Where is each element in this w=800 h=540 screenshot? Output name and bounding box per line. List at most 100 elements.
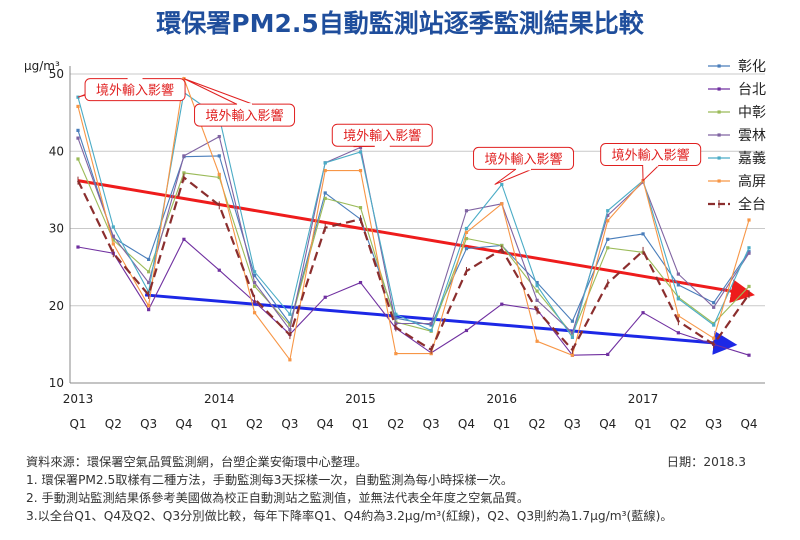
data-point <box>111 234 115 238</box>
legend-item: 台北 <box>708 82 766 98</box>
data-point <box>676 283 680 287</box>
trend-line <box>77 179 755 303</box>
legend-marker <box>717 64 721 68</box>
data-point <box>570 319 575 323</box>
data-point <box>252 270 257 274</box>
y-axis-label: μg/m³ <box>24 59 60 73</box>
data-point <box>288 358 292 362</box>
data-point <box>182 237 186 241</box>
x-tick-label: Q1 <box>493 417 510 431</box>
data-point <box>712 323 716 327</box>
date-note: 日期：2018.3 <box>666 455 746 469</box>
legend-item: 中彰 <box>708 104 766 121</box>
series-line <box>77 238 750 356</box>
data-point <box>147 304 151 308</box>
callout-text: 境外輸入影響 <box>96 83 174 99</box>
data-point <box>535 280 539 285</box>
data-point <box>182 171 186 175</box>
data-point <box>712 301 716 305</box>
data-point <box>76 245 80 249</box>
data-point <box>252 311 257 315</box>
legend-label: 彰化 <box>738 58 766 75</box>
x-tick-label: Q2 <box>246 417 263 431</box>
legend-label: 中彰 <box>738 104 766 121</box>
callout: 境外輸入影響 <box>600 143 702 182</box>
legend-marker <box>717 179 721 183</box>
x-tick-label: Q3 <box>564 417 581 431</box>
x-tick-label: Q3 <box>705 417 722 431</box>
data-point <box>323 161 327 165</box>
data-point <box>76 128 80 132</box>
data-point <box>500 302 504 306</box>
note-1: 1. 環保署PM2.5取樣有二種方法，手動監測每3天採樣一次，自動監測為每小時採… <box>26 473 514 487</box>
callout: 境外輸入影響 <box>331 123 433 148</box>
year-label: 2013 <box>63 392 94 406</box>
legend-marker <box>717 133 721 137</box>
x-tick-label: Q4 <box>317 417 334 431</box>
y-tick-label: 30 <box>49 222 64 236</box>
legend-label: 雲林 <box>738 128 766 144</box>
callout-text: 境外輸入影響 <box>485 151 563 167</box>
data-point <box>606 237 610 241</box>
y-tick-label: 10 <box>49 376 64 390</box>
data-point <box>606 219 610 223</box>
data-point <box>111 238 115 242</box>
data-point <box>464 236 469 241</box>
y-tick-label: 40 <box>49 144 64 158</box>
chart-title: 環保署PM2.5自動監測站逐季監測結果比較 <box>156 9 644 38</box>
x-tick-label: Q2 <box>105 417 122 431</box>
note-3: 3.以全台Q1、Q4及Q2、Q3分別做比較，每年下降率Q1、Q4約為3.2μg/… <box>26 509 673 523</box>
series-全台 <box>77 173 750 354</box>
data-point <box>76 157 80 161</box>
data-point <box>429 328 433 333</box>
data-point <box>676 314 680 318</box>
x-tick-label: Q2 <box>387 417 404 431</box>
data-point <box>641 311 645 315</box>
data-point <box>641 232 645 236</box>
series-line <box>77 175 750 352</box>
data-point <box>394 312 398 316</box>
data-point <box>535 339 539 343</box>
x-tick-label: Q4 <box>740 417 757 431</box>
year-label: 2014 <box>204 392 235 406</box>
note-2: 2. 手動測站監測結果係參考美國做為校正自動測站之監測值，並無法代表全年度之空氣… <box>26 491 530 505</box>
data-point <box>217 268 221 272</box>
data-point <box>323 191 327 195</box>
data-point <box>570 331 575 335</box>
callout-pointer <box>642 165 660 182</box>
y-tick-label: 20 <box>49 299 64 313</box>
x-tick-label: Q1 <box>352 417 369 431</box>
x-tick-label: Q4 <box>599 417 616 431</box>
data-point <box>358 168 363 173</box>
y-tick-label: 50 <box>49 67 64 81</box>
x-tick-label: Q1 <box>211 417 228 431</box>
data-point <box>252 280 257 285</box>
x-tick-label: Q3 <box>423 417 440 431</box>
data-point <box>535 298 539 302</box>
series-中彰 <box>76 157 751 336</box>
data-point <box>288 312 292 316</box>
x-tick-label: Q1 <box>69 417 86 431</box>
data-point <box>747 251 751 255</box>
data-point <box>323 168 327 173</box>
legend-item: 嘉義 <box>708 150 766 167</box>
data-point <box>676 331 680 335</box>
notes-block: 資料來源：環保署空氣品質監測網，台塑企業安衛環中心整理。 日期：2018.3 1… <box>26 453 796 525</box>
data-point <box>606 213 610 217</box>
x-tick-label: Q3 <box>281 417 298 431</box>
data-point <box>323 196 327 200</box>
year-label: 2015 <box>345 392 376 406</box>
data-point <box>676 297 680 301</box>
trend-lines <box>77 179 755 355</box>
data-point <box>358 280 363 285</box>
data-point <box>464 226 469 231</box>
data-point <box>147 270 151 274</box>
series-line <box>77 158 750 336</box>
x-tick-label: Q4 <box>458 417 475 431</box>
data-point <box>712 336 716 340</box>
year-label: 2016 <box>487 392 518 406</box>
data-point <box>111 242 115 246</box>
data-point <box>747 218 751 222</box>
